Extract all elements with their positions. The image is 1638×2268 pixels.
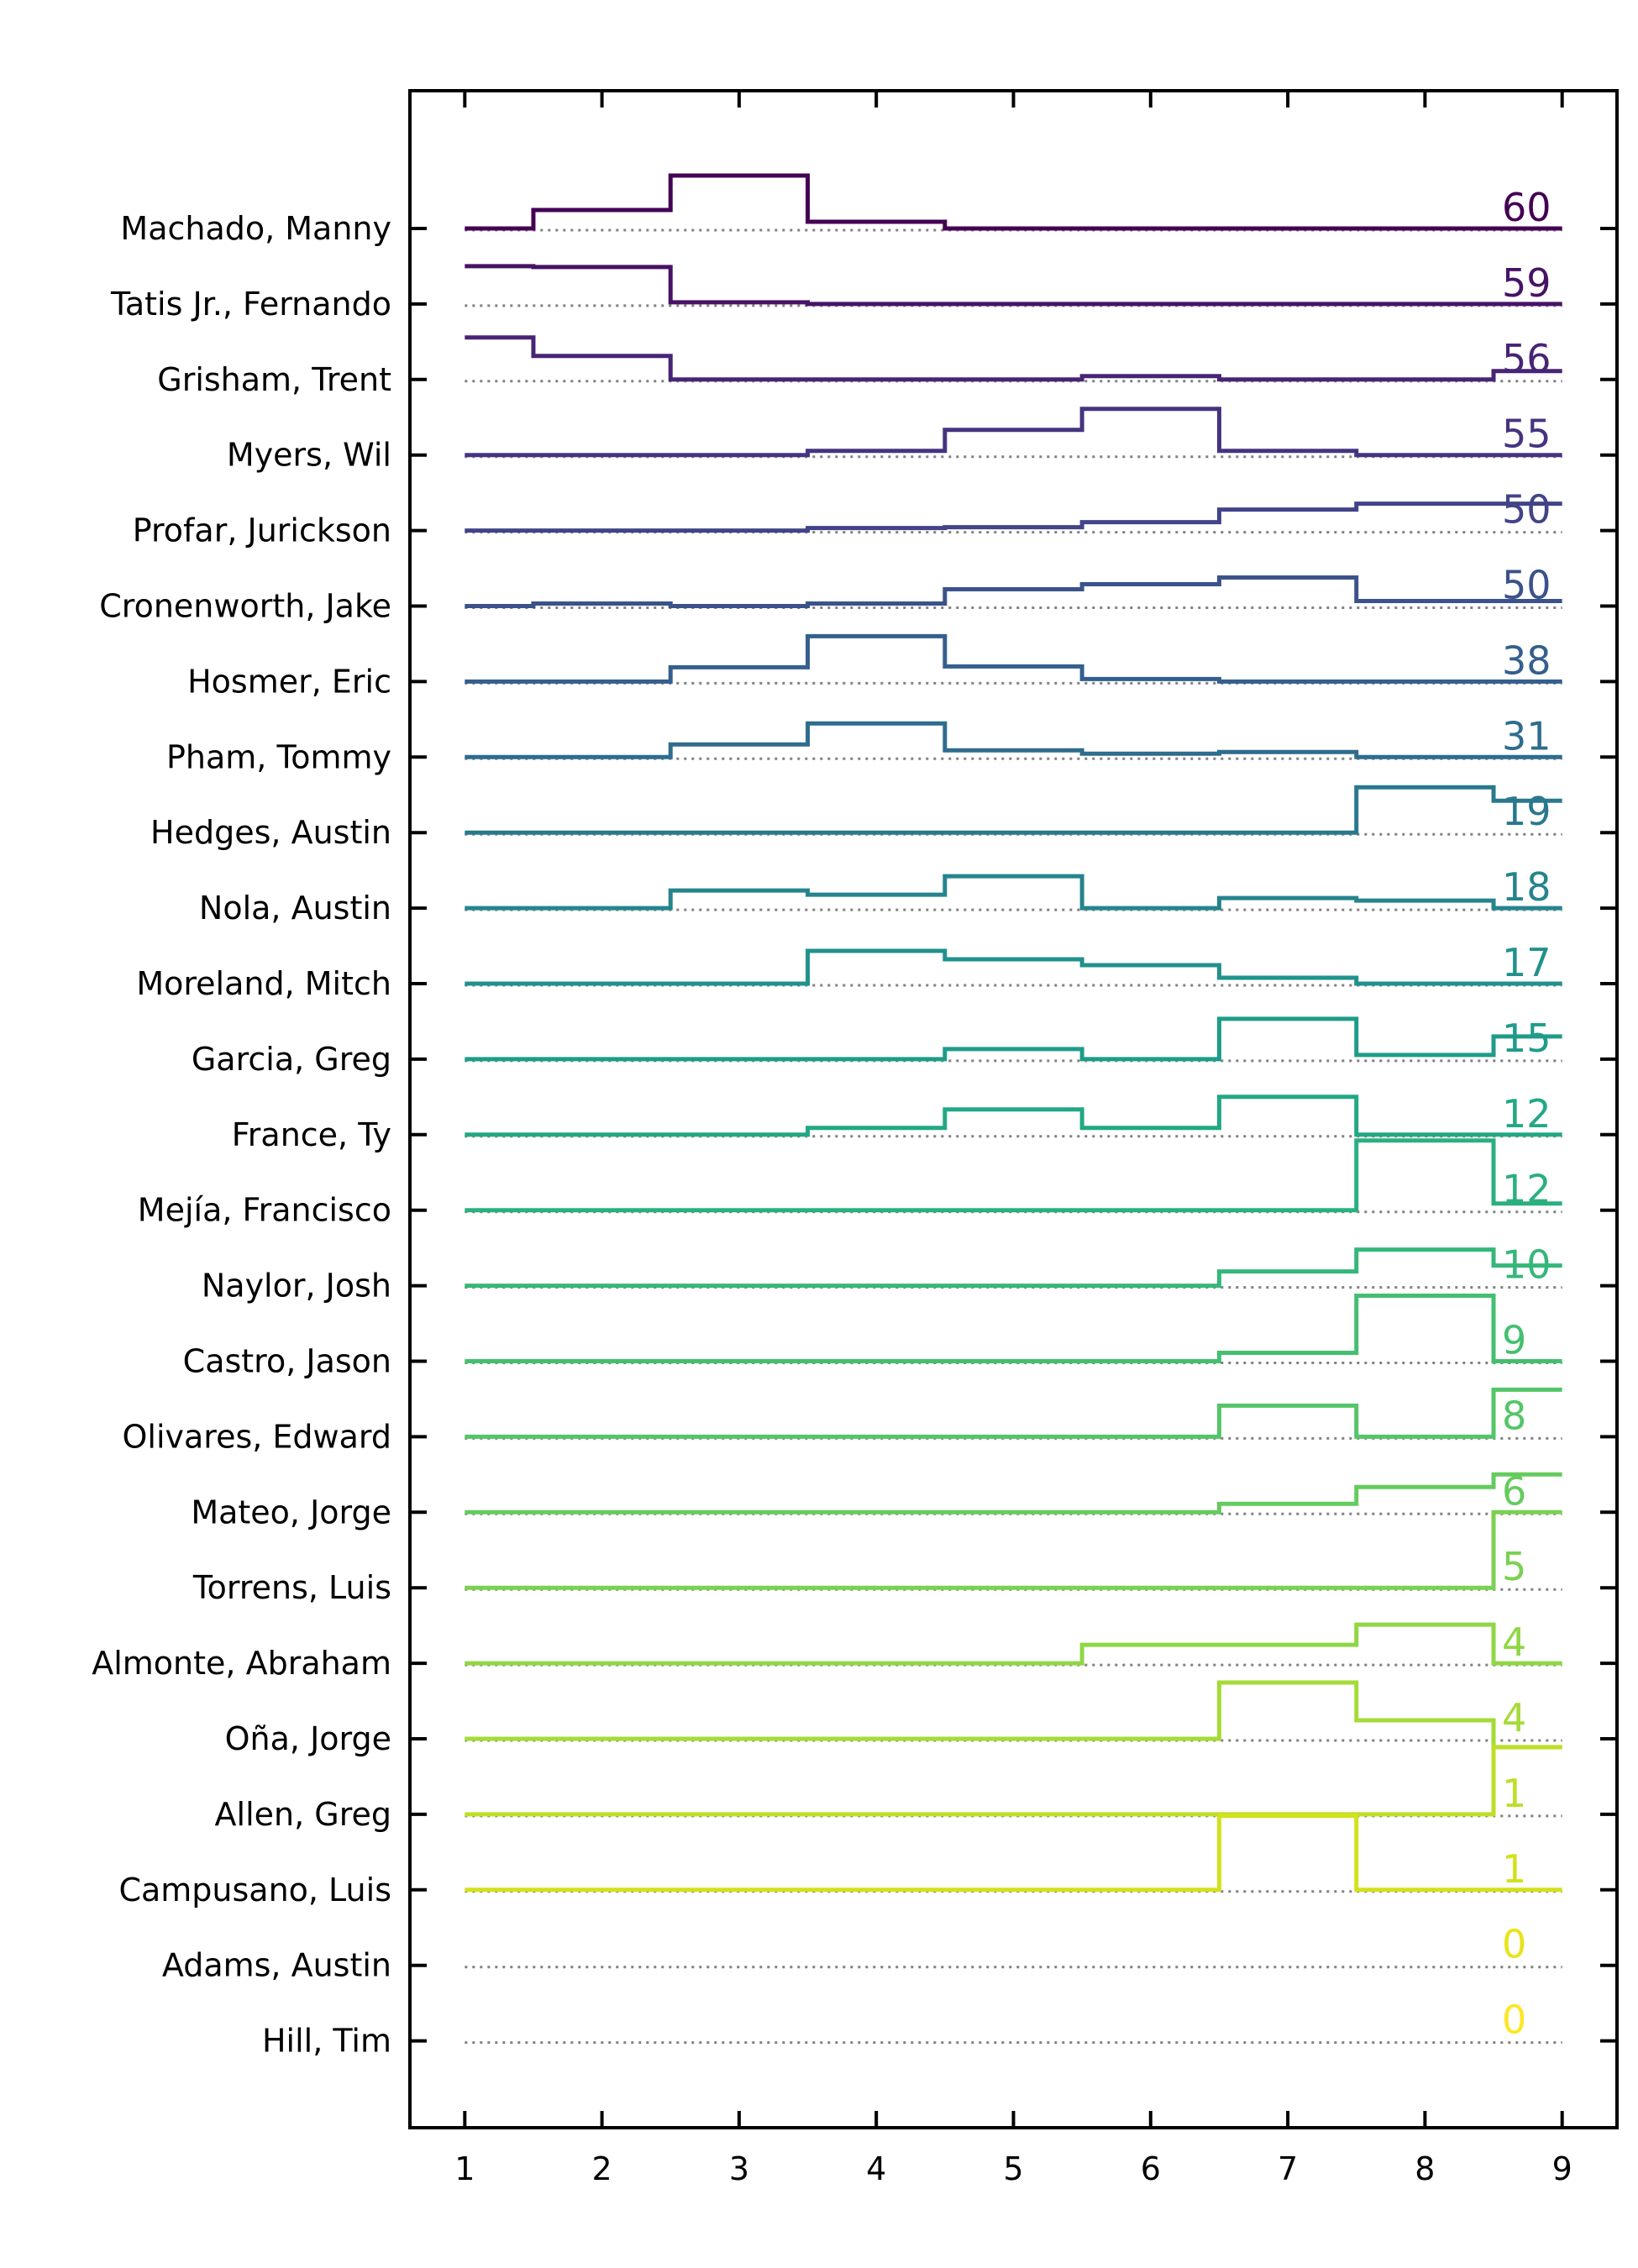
- total-value-label: 0: [1502, 1998, 1526, 2043]
- series-line: [465, 335, 1562, 382]
- series-line: [465, 874, 1562, 911]
- player-name-label: Mejía, Francisco: [138, 1192, 391, 1229]
- total-value-label: 4: [1502, 1695, 1526, 1740]
- x-tick-label: 9: [1552, 2150, 1572, 2187]
- x-axis-labels: 1 2 3 4 5 6 7 8 9: [454, 2150, 1572, 2187]
- series-line: [465, 1680, 1562, 1750]
- player-name-label: Campusano, Luis: [118, 1872, 391, 1908]
- x-tick-label: 3: [729, 2150, 749, 2187]
- series-line: [465, 575, 1562, 608]
- series-line: [465, 264, 1562, 307]
- total-value-label: 1: [1502, 1846, 1526, 1892]
- x-tick-label: 1: [454, 2150, 475, 2187]
- series-line: [465, 1387, 1562, 1439]
- total-value-label: 15: [1502, 1016, 1551, 1061]
- series-line: [465, 1509, 1562, 1590]
- player-name-label: Grisham, Trent: [157, 361, 391, 398]
- total-value-label: 38: [1502, 638, 1551, 683]
- y-axis-labels: Machado, Manny Tatis Jr., Fernando Grisham…: [92, 210, 391, 2060]
- total-value-label: 50: [1502, 563, 1551, 608]
- x-tick-label: 8: [1415, 2150, 1435, 2187]
- player-name-label: Hosmer, Eric: [187, 663, 391, 700]
- total-value-label: 60: [1502, 185, 1551, 230]
- series-line: [465, 1016, 1562, 1062]
- total-value-label: 12: [1502, 1167, 1551, 1212]
- series-line: [465, 501, 1562, 533]
- total-value-label: 17: [1502, 940, 1551, 985]
- x-tick-label: 4: [866, 2150, 886, 2187]
- total-value-label: 0: [1502, 1922, 1526, 1967]
- total-value-label: 59: [1502, 260, 1551, 306]
- series-line: [465, 1294, 1562, 1363]
- player-name-label: Machado, Manny: [120, 210, 391, 247]
- x-tick-label: 7: [1278, 2150, 1298, 2187]
- x-tick-label: 2: [592, 2150, 612, 2187]
- total-value-label: 55: [1502, 412, 1551, 457]
- player-name-label: Almonte, Abraham: [92, 1645, 391, 1682]
- player-name-label: Hill, Tim: [262, 2023, 391, 2060]
- series-lines: [465, 173, 1562, 1893]
- series-line: [465, 1622, 1562, 1666]
- player-name-label: Garcia, Greg: [192, 1041, 391, 1078]
- player-name-label: Profar, Jurickson: [133, 512, 391, 549]
- player-name-label: Allen, Greg: [215, 1796, 391, 1833]
- player-name-label: Adams, Austin: [162, 1947, 391, 1984]
- player-name-label: Oña, Jorge: [225, 1720, 391, 1757]
- total-value-label: 19: [1502, 789, 1551, 834]
- total-value-label: 18: [1502, 864, 1551, 910]
- series-line: [465, 1814, 1562, 1893]
- total-value-label: 12: [1502, 1091, 1551, 1137]
- series-line: [465, 633, 1562, 684]
- series-line: [465, 1138, 1562, 1213]
- series-line: [465, 407, 1562, 458]
- player-name-label: Moreland, Mitch: [136, 965, 391, 1002]
- player-name-label: Naylor, Josh: [202, 1268, 391, 1305]
- player-name-label: Nola, Austin: [199, 890, 391, 927]
- player-name-label: Pham, Tommy: [166, 738, 391, 775]
- series-line: [465, 1745, 1562, 1817]
- player-name-label: Olivares, Edward: [123, 1418, 392, 1455]
- total-value-label: 4: [1502, 1620, 1526, 1665]
- total-value-label: 50: [1502, 487, 1551, 533]
- player-name-label: Cronenworth, Jake: [99, 588, 391, 625]
- total-value-label: 9: [1502, 1318, 1526, 1363]
- total-value-label: 6: [1502, 1468, 1526, 1514]
- series-line: [465, 1095, 1562, 1137]
- series-line: [465, 1247, 1562, 1289]
- series-line: [465, 173, 1562, 231]
- series-line: [465, 721, 1562, 759]
- total-value-label: 10: [1502, 1242, 1551, 1288]
- player-name-label: Myers, Wil: [227, 437, 391, 474]
- axis-ticks: [410, 91, 1617, 2128]
- player-name-label: Hedges, Austin: [150, 814, 391, 851]
- player-name-label: Castro, Jason: [183, 1343, 391, 1380]
- player-name-label: Mateo, Jorge: [191, 1494, 391, 1530]
- total-value-label: 5: [1502, 1544, 1526, 1589]
- total-value-label: 1: [1502, 1771, 1526, 1816]
- total-value-label: 31: [1502, 713, 1551, 759]
- series-line: [465, 1472, 1562, 1515]
- x-tick-label: 6: [1141, 2150, 1161, 2187]
- player-name-label: Tatis Jr., Fernando: [110, 286, 391, 323]
- series-line: [465, 785, 1562, 835]
- series-line: [465, 948, 1562, 986]
- player-name-label: France, Ty: [232, 1116, 391, 1153]
- total-value-label: 8: [1502, 1393, 1526, 1438]
- player-name-label: Torrens, Luis: [192, 1569, 391, 1606]
- total-value-label: 56: [1502, 336, 1551, 381]
- x-tick-label: 5: [1003, 2150, 1023, 2187]
